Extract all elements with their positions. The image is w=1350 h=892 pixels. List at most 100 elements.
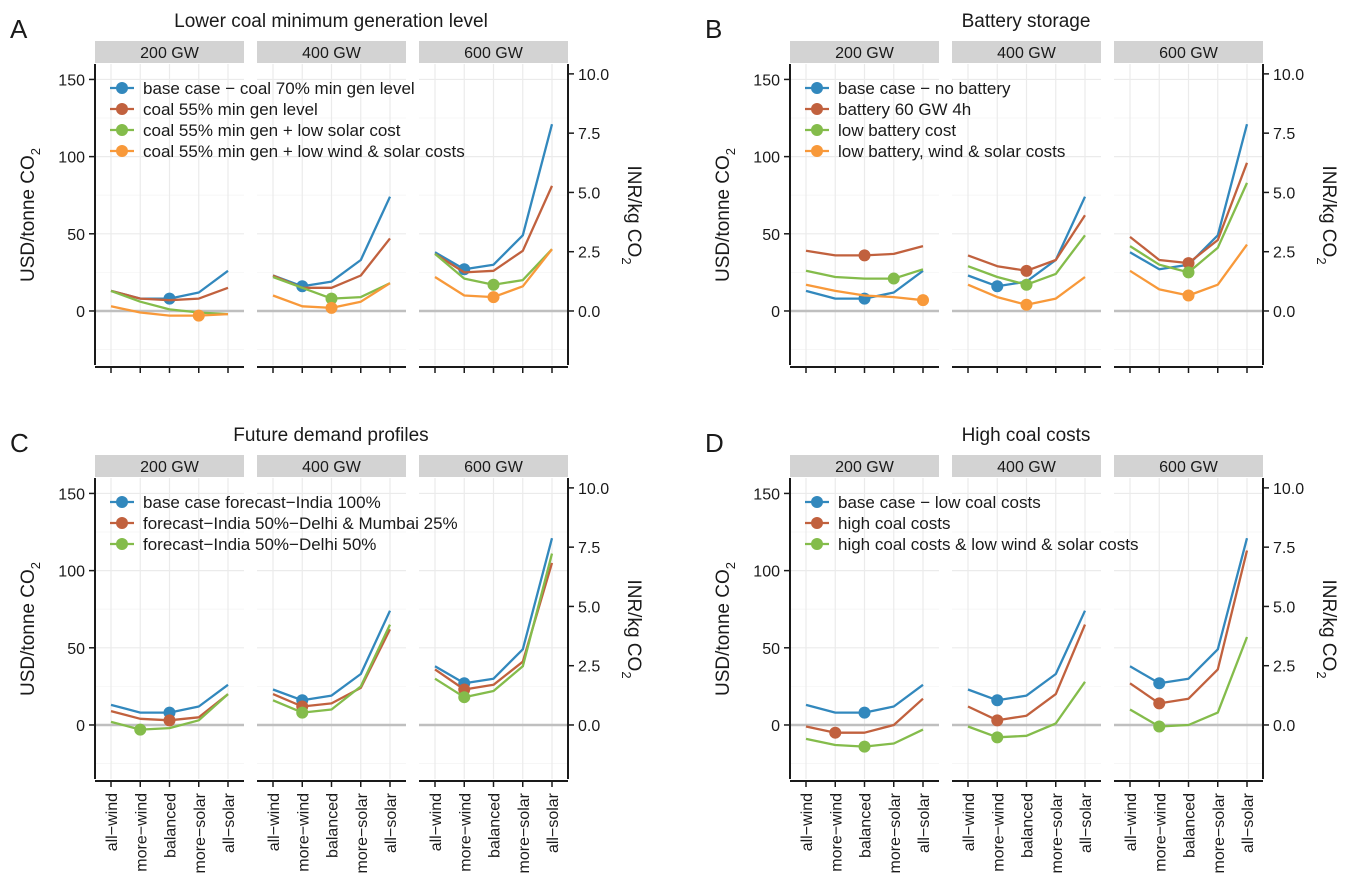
- series-line: [434, 185, 554, 274]
- y-tick-label: 50: [67, 641, 85, 658]
- y-tick-label: 100: [753, 150, 780, 167]
- y-tick-label: 100: [58, 150, 85, 167]
- legend-label: high coal costs: [838, 514, 950, 533]
- x-tick-label: more−wind: [1152, 793, 1169, 872]
- x-tick-label: more−solar: [1211, 792, 1228, 873]
- y-tick-label: 0: [76, 718, 85, 735]
- facet-strip: [95, 41, 244, 63]
- panel-letter: A: [10, 14, 28, 44]
- legend-key-marker: [811, 145, 823, 157]
- legend: base case − no battery battery 60 GW 4h lo…: [805, 79, 1065, 161]
- series-marker: [296, 706, 309, 719]
- y2-tick-label: 2.5: [1273, 245, 1295, 262]
- legend-key-marker: [811, 82, 823, 94]
- panel-title: Battery storage: [962, 11, 1091, 32]
- x-tick-label: more−solar: [516, 792, 533, 873]
- series-line: [110, 305, 229, 317]
- y-tick-label: 0: [76, 304, 85, 321]
- y2-tick-label: 7.5: [578, 126, 600, 143]
- panel-title: High coal costs: [962, 425, 1091, 446]
- legend-label: base case − coal 70% min gen level: [143, 79, 415, 98]
- y2-tick-label: 5.0: [1273, 185, 1295, 202]
- series-marker: [1020, 298, 1033, 311]
- y-tick-label: 150: [753, 486, 780, 503]
- x-tick-label: all−solar: [1078, 792, 1095, 853]
- panel-letter: C: [10, 428, 29, 458]
- panel-title: Lower coal minimum generation level: [174, 11, 488, 32]
- facet-strip: [257, 41, 406, 63]
- legend-label: coal 55% min gen + low solar cost: [143, 121, 401, 140]
- series-marker: [1153, 677, 1166, 690]
- series-line: [272, 610, 392, 702]
- series-marker: [858, 706, 871, 719]
- y-axis-title-sub: 2: [723, 148, 738, 155]
- y-tick-label: 150: [58, 486, 85, 503]
- series-marker: [829, 726, 842, 739]
- series-line: [805, 697, 924, 734]
- facet-strip: [1114, 455, 1263, 477]
- series-line: [272, 624, 392, 714]
- x-tick-label: balanced: [1020, 793, 1037, 858]
- y-tick-label: 50: [762, 641, 780, 658]
- x-tick-label: all−wind: [1123, 793, 1140, 851]
- legend-key-marker: [811, 496, 823, 508]
- facet-grid: [419, 64, 568, 365]
- legend-key-marker: [116, 538, 128, 550]
- facet-strip: [952, 455, 1101, 477]
- series-marker: [991, 280, 1004, 293]
- y2-axis-title-text: INR/kg CO: [1318, 579, 1339, 671]
- y-tick-label: 0: [771, 718, 780, 735]
- legend-label: coal 55% min gen + low wind & solar cost…: [143, 142, 465, 161]
- facet-strip: [419, 455, 568, 477]
- panel-letter: B: [705, 14, 722, 44]
- legend-label: low battery cost: [838, 121, 956, 140]
- series-marker: [1182, 289, 1195, 302]
- y2-axis-title-sub: 2: [619, 257, 634, 264]
- series-marker: [458, 691, 471, 704]
- series-marker: [487, 291, 500, 304]
- y2-axis-title: INR/kg CO2: [619, 165, 644, 264]
- x-tick-label: all−wind: [799, 793, 816, 851]
- y-axis-title-sub: 2: [723, 562, 738, 569]
- series-marker: [325, 301, 338, 314]
- x-tick-label: more−solar: [1049, 792, 1066, 873]
- series-marker: [1182, 257, 1195, 270]
- legend-label: coal 55% min gen level: [143, 100, 318, 119]
- facet-grid: [419, 478, 568, 779]
- x-tick-label: more−solar: [887, 792, 904, 873]
- y2-axis-title: INR/kg CO2: [619, 579, 644, 678]
- facet-strip: [419, 41, 568, 63]
- x-tick-label: balanced: [325, 793, 342, 858]
- legend-key-marker: [811, 103, 823, 115]
- series-marker: [858, 249, 871, 262]
- y-tick-label: 50: [762, 227, 780, 244]
- x-tick-label: balanced: [1182, 793, 1199, 858]
- series-line: [110, 286, 229, 302]
- legend: base case − coal 70% min gen level coal 5…: [110, 79, 465, 161]
- y2-axis-title-text: INR/kg CO: [1318, 165, 1339, 257]
- x-tick-label: more−wind: [295, 793, 312, 872]
- x-tick-label: more−solar: [354, 792, 371, 873]
- series-marker: [991, 714, 1004, 727]
- y2-tick-label: 7.5: [1273, 126, 1295, 143]
- y-axis-title: USD/tonne CO2: [18, 562, 43, 696]
- facet-strip: [952, 41, 1101, 63]
- x-tick-label: all−wind: [428, 793, 445, 851]
- facet-strip: [257, 455, 406, 477]
- facet-grid: [257, 478, 406, 779]
- x-tick-label: more−wind: [990, 793, 1007, 872]
- y2-tick-label: 0.0: [1273, 304, 1295, 321]
- series-marker: [325, 292, 338, 305]
- y-axis-title-text: USD/tonne CO: [18, 569, 39, 696]
- series-line: [805, 268, 924, 280]
- y-axis-title: USD/tonne CO2: [713, 148, 738, 282]
- series-marker: [887, 272, 900, 285]
- legend-label: battery 60 GW 4h: [838, 100, 971, 119]
- facet-grid: [1114, 64, 1263, 365]
- y2-tick-label: 10.0: [578, 481, 609, 498]
- y-tick-label: 50: [67, 227, 85, 244]
- legend-label: base case − no battery: [838, 79, 1011, 98]
- y2-axis-title-text: INR/kg CO: [623, 579, 644, 671]
- y-axis-title-sub: 2: [28, 562, 43, 569]
- y-axis-title: USD/tonne CO2: [713, 562, 738, 696]
